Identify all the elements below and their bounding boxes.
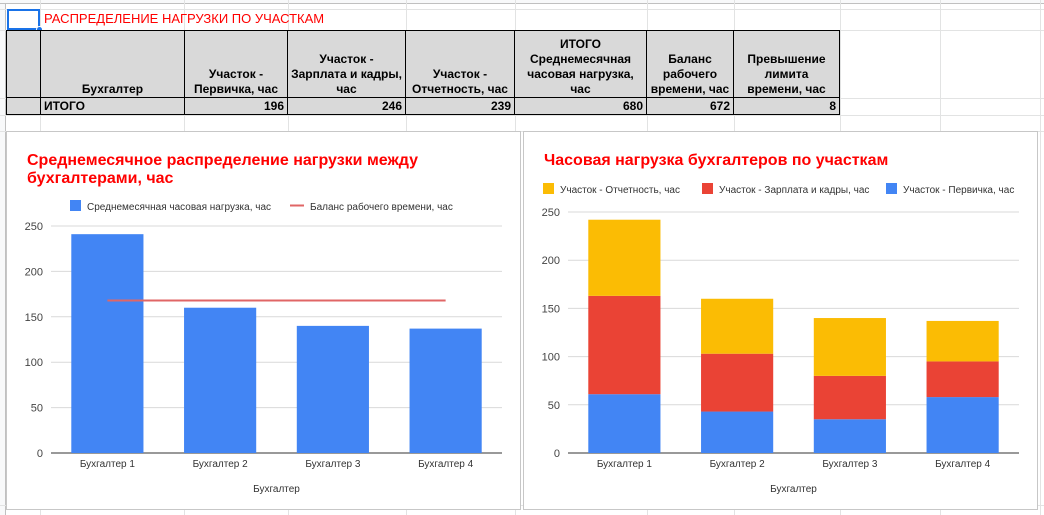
header-cell[interactable]: Участок - Отчетность, час (405, 30, 515, 98)
bar-segment (926, 320, 999, 362)
y-tick-label: 100 (542, 352, 560, 364)
x-axis-label: Бухгалтер (253, 484, 300, 495)
sheet-title: РАСПРЕДЕЛЕНИЕ НАГРУЗКИ ПО УЧАСТКАМ (44, 11, 325, 26)
chart-hours-by-section[interactable]: Часовая нагрузка бухгалтеров по участкам… (523, 131, 1038, 510)
x-tick-label: Бухгалтер 3 (305, 459, 361, 470)
column-header-strip (0, 0, 1044, 4)
header-cell[interactable]: Участок - Зарплата и кадры, час (287, 30, 406, 98)
bar (296, 325, 369, 453)
table-cell[interactable] (6, 97, 41, 115)
total-row: ИТОГО 196 246 239 680 672 8 (6, 97, 840, 115)
bar-segment (588, 295, 661, 395)
legend-swatch (702, 183, 713, 194)
header-cell[interactable]: Бухгалтер (40, 30, 185, 98)
chart-2-svg: 0 50 100 150 200 250 Бухгалтер 1 Бухгалтер 2 Бух… (542, 183, 1019, 495)
grid-row-line (0, 505, 1044, 506)
bar (184, 307, 257, 453)
y-tick-label: 50 (548, 400, 560, 412)
y-tick-label: 250 (25, 221, 43, 233)
x-tick-label: Бухгалтер 4 (418, 459, 474, 470)
table-cell[interactable]: 8 (733, 97, 840, 115)
x-tick-label: Бухгалтер 1 (597, 459, 653, 470)
header-row: Бухгалтер Участок - Первичка, час Участо… (6, 30, 840, 98)
bar-segment (701, 298, 774, 354)
summary-table: Бухгалтер Участок - Первичка, час Участо… (6, 30, 840, 115)
row-header-strip (0, 0, 6, 515)
x-tick-label: Бухгалтер 1 (80, 459, 136, 470)
bar-segment (588, 219, 661, 296)
y-tick-label: 100 (25, 357, 43, 369)
total-label[interactable]: ИТОГО (40, 97, 185, 115)
legend-swatch (543, 183, 554, 194)
bar-segment (813, 419, 886, 453)
x-axis-label: Бухгалтер (770, 484, 817, 495)
chart-load-distribution[interactable]: Среднемесячное распределение нагрузки ме… (6, 131, 521, 510)
bar-segment (926, 397, 999, 453)
bar-segment (926, 361, 999, 398)
header-cell[interactable]: ИТОГО Среднемесячная часовая нагрузка, ч… (514, 30, 647, 98)
y-tick-label: 0 (37, 448, 43, 460)
chart-title: Среднемесячное распределение нагрузки ме… (27, 152, 419, 187)
x-tick-label: Бухгалтер 2 (193, 459, 249, 470)
legend-swatch (70, 200, 81, 211)
x-tick-label: Бухгалтер 2 (710, 459, 766, 470)
table-cell[interactable]: 246 (287, 97, 406, 115)
legend-swatch (886, 183, 897, 194)
y-tick-label: 200 (542, 255, 560, 267)
bar-segment (701, 353, 774, 412)
bar-segment (701, 411, 774, 453)
header-cell[interactable] (6, 30, 41, 98)
y-tick-label: 0 (554, 448, 560, 460)
chart-1-svg: 0 50 100 150 200 250 Бухгалтер 1 Бухгалтер 2 Бух… (25, 200, 502, 495)
header-cell[interactable]: Участок - Первичка, час (184, 30, 288, 98)
grid-row-line (0, 115, 1044, 116)
bar-segment (588, 394, 661, 453)
x-tick-label: Бухгалтер 4 (935, 459, 991, 470)
legend-label: Участок - Зарплата и кадры, час (719, 185, 869, 196)
table-cell[interactable]: 680 (514, 97, 647, 115)
x-tick-label: Бухгалтер 3 (822, 459, 878, 470)
bar (409, 328, 482, 453)
grid-col-line (1040, 0, 1041, 515)
legend-label: Баланс рабочего времени, час (310, 201, 453, 213)
chart-title: Часовая нагрузка бухгалтеров по участкам (544, 152, 889, 169)
y-tick-label: 150 (25, 312, 43, 324)
header-cell[interactable]: Превышение лимита времени, час (733, 30, 840, 98)
legend-label: Участок - Отчетность, час (560, 185, 680, 196)
selected-cell[interactable] (7, 9, 40, 30)
legend-label: Среднемесячная часовая нагрузка, час (87, 202, 271, 213)
legend-label: Участок - Первичка, час (903, 185, 1014, 196)
y-tick-label: 50 (31, 403, 43, 415)
grid-row-line (0, 9, 1044, 10)
y-tick-label: 150 (542, 303, 560, 315)
table-cell[interactable]: 239 (405, 97, 515, 115)
grid-row-line (0, 131, 1044, 132)
table-cell[interactable]: 196 (184, 97, 288, 115)
bar-segment (813, 318, 886, 376)
y-tick-label: 200 (25, 266, 43, 278)
y-tick-label: 250 (542, 207, 560, 219)
bar-segment (813, 375, 886, 420)
table-cell[interactable]: 672 (646, 97, 734, 115)
bar (71, 234, 144, 453)
header-cell[interactable]: Баланс рабочего времени, час (646, 30, 734, 98)
